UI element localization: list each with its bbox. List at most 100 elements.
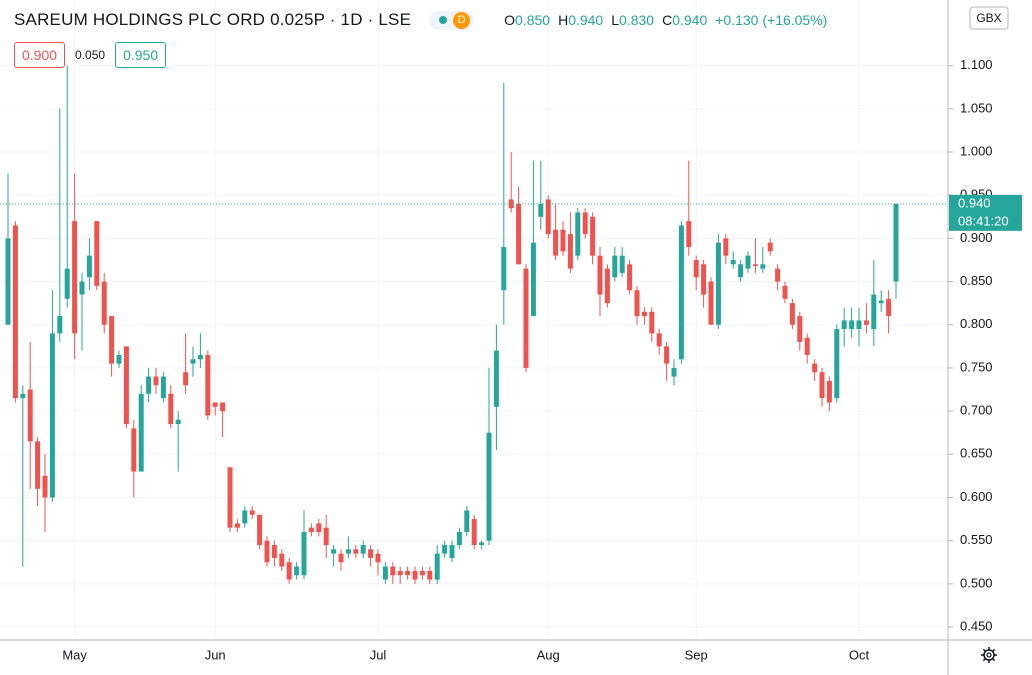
candle-body (582, 212, 588, 235)
y-tick-label: 0.600 (960, 489, 993, 504)
candle-body (153, 376, 159, 386)
candle-body (264, 540, 270, 563)
candle-body (686, 221, 692, 248)
y-tick-label: 0.450 (960, 618, 993, 633)
sell-price[interactable]: 0.900 (14, 42, 66, 68)
candle-body (871, 294, 877, 330)
y-tick-label: 1.050 (960, 100, 993, 115)
candle-body (619, 255, 625, 273)
candle-body (146, 376, 152, 394)
ohlc-key: H (558, 12, 569, 28)
candle-body (271, 544, 277, 558)
candle-body (249, 510, 255, 515)
last-price-label: 0.940 (958, 195, 991, 210)
currency[interactable]: GBX (976, 11, 1001, 25)
candle-body (767, 242, 773, 252)
x-tick-label: May (62, 647, 87, 662)
candle-body (197, 354, 203, 360)
candle-body (345, 549, 351, 554)
candle-body (279, 553, 285, 567)
candle-body (530, 242, 536, 317)
candle-body (856, 320, 862, 330)
candle-body (597, 255, 603, 295)
y-tick-label: 0.550 (960, 532, 993, 547)
candle-body (730, 259, 736, 265)
spread: 0.050 (75, 48, 106, 62)
y-tick-label: 0.650 (960, 446, 993, 461)
candle-body (301, 532, 307, 576)
candle-body (471, 519, 477, 545)
status-dot (439, 16, 448, 24)
candle-body (308, 527, 314, 533)
buy-price[interactable]: 0.950 (115, 42, 167, 68)
ohlc-key: C (662, 12, 673, 28)
candle-body (664, 346, 670, 364)
candle-body (841, 320, 847, 330)
candle-body (405, 570, 411, 576)
candle-body (501, 247, 507, 291)
candle-body (175, 419, 181, 425)
status-icons[interactable]: D (429, 10, 475, 30)
candle-body (109, 316, 115, 364)
symbol-title[interactable]: SAREUM HOLDINGS PLC ORD 0.025P · 1D · LS… (14, 10, 412, 29)
currency-box[interactable] (969, 6, 1009, 30)
candle-body (123, 346, 129, 425)
candles (5, 65, 899, 584)
candle-body (693, 259, 699, 278)
y-tick-label: 1.000 (960, 143, 993, 158)
candle-body (242, 510, 248, 524)
last-price-tag (949, 194, 1022, 231)
candle-body (412, 570, 418, 580)
candle-body (745, 255, 751, 269)
candle-body (560, 229, 566, 252)
candle-body (804, 337, 810, 355)
candle-body (390, 566, 396, 576)
candle-body (397, 570, 403, 576)
candle-body (138, 393, 144, 472)
candle-body (775, 268, 781, 282)
candle-body (257, 514, 263, 545)
candle-body (678, 225, 684, 360)
candle-body (567, 234, 573, 269)
candle-body (79, 281, 85, 295)
candle-body (612, 255, 618, 278)
candle-body (834, 329, 840, 399)
candle-body (316, 523, 322, 533)
change: +0.130 (+16.05%) (715, 12, 828, 28)
candle-body (353, 549, 359, 554)
candle-body (604, 268, 610, 304)
candle-body (35, 441, 41, 489)
y-tick-label: 0.800 (960, 316, 993, 331)
candle-body (878, 300, 884, 304)
header: SAREUM HOLDINGS PLC ORD 0.025P · 1D · LS… (14, 10, 827, 30)
candle-body (57, 316, 63, 334)
candle-body (863, 320, 869, 325)
candle-body (641, 311, 647, 317)
candle-body (486, 432, 492, 541)
candle-body (94, 221, 100, 286)
y-tick-label: 0.750 (960, 359, 993, 374)
x-tick-label: Sep (685, 647, 708, 662)
candle-body (183, 372, 189, 386)
candle-body (893, 203, 899, 282)
candle-body (656, 333, 662, 347)
ohlc-value: 0.940 (568, 12, 604, 28)
candle-body (782, 285, 788, 299)
candle-body (738, 264, 744, 278)
candle-body (553, 229, 559, 256)
candle-body (493, 350, 499, 407)
candle-body (456, 532, 462, 545)
x-tick-label: Aug (537, 647, 560, 662)
y-tick-label: 0.500 (960, 575, 993, 590)
candle-body (797, 316, 803, 343)
candle-body (168, 393, 174, 425)
candle-body (20, 393, 26, 399)
candle-body (286, 562, 292, 580)
candle-body (449, 544, 455, 558)
candle-body (752, 264, 758, 267)
candle-body (419, 570, 425, 576)
settings-icon[interactable] (981, 647, 997, 663)
candle-body (442, 544, 448, 554)
